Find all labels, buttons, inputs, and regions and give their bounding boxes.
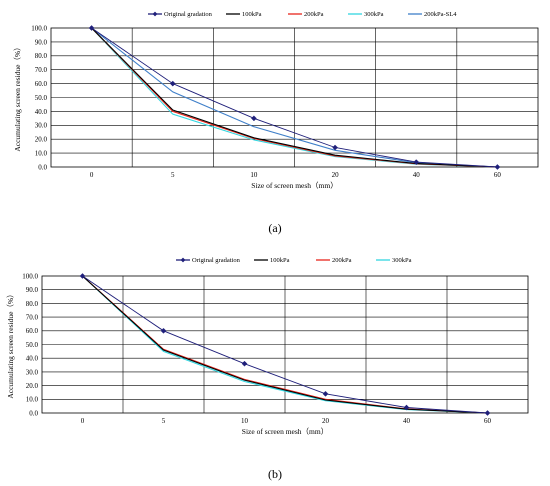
y-axis-label: Accumulating screen residue（%）: [6, 290, 15, 398]
y-tick-label: 60.0: [35, 80, 48, 88]
y-tick-label: 100.0: [22, 272, 38, 280]
data-point: [169, 80, 176, 87]
x-tick-label: 0: [90, 171, 94, 179]
series-line-1: [91, 27, 498, 168]
data-point: [484, 410, 491, 416]
x-tick-label: 60: [484, 417, 492, 425]
series-line-1: [82, 275, 488, 414]
data-point: [241, 360, 248, 367]
data-point: [79, 273, 86, 279]
panel-label: (b): [268, 467, 282, 481]
legend-entry-2: 200kPa: [288, 11, 324, 18]
x-axis-label: Size of screen mesh（mm）: [242, 427, 328, 436]
x-tick-label: 40: [403, 417, 411, 425]
series-line-4: [91, 27, 498, 168]
y-tick-label: 50.0: [35, 94, 48, 102]
y-tick-label: 30.0: [26, 368, 39, 376]
x-tick-label: 10: [250, 171, 258, 179]
series-line-0: [91, 27, 498, 168]
y-tick-label: 0.0: [38, 163, 47, 171]
data-point: [88, 25, 95, 31]
data-point: [160, 327, 167, 334]
y-tick-label: 10.0: [26, 396, 39, 404]
x-tick-label: 0: [81, 417, 85, 425]
y-tick-label: 20.0: [35, 136, 48, 144]
y-tick-label: 100.0: [31, 24, 47, 32]
series-line-0: [82, 275, 488, 414]
legend-label: 100kPa: [270, 257, 290, 264]
y-tick-label: 90.0: [26, 286, 39, 294]
data-point: [332, 144, 338, 151]
y-tick-label: 20.0: [26, 382, 39, 390]
y-tick-label: 10.0: [35, 150, 48, 158]
legend-label: Original gradation: [164, 11, 213, 18]
legend-entry-4: 200kPa-SL4: [408, 11, 457, 18]
y-tick-label: 40.0: [26, 355, 39, 363]
x-tick-label: 40: [413, 171, 421, 179]
y-tick-label: 70.0: [35, 66, 48, 74]
data-point: [494, 164, 501, 170]
legend-marker: [180, 257, 186, 263]
legend-label: Original gradation: [192, 257, 241, 264]
legend-label: 200kPa: [304, 11, 324, 18]
x-tick-label: 10: [241, 417, 249, 425]
y-tick-label: 50.0: [26, 341, 39, 349]
legend-entry-2: 200kPa: [316, 257, 352, 264]
data-point: [403, 404, 410, 411]
y-tick-label: 40.0: [35, 108, 48, 116]
y-tick-label: 0.0: [29, 409, 38, 417]
y-axis-label: Accumulating screen residue（%）: [13, 43, 22, 151]
x-axis-label: Size of screen mesh（mm）: [251, 181, 337, 190]
legend-marker: [152, 11, 158, 17]
legend-label: 300kPa: [392, 257, 412, 264]
panel-label: (a): [268, 221, 281, 235]
legend-label: 200kPa-SL4: [424, 11, 457, 18]
legend-entry-0: Original gradation: [176, 257, 241, 264]
legend-entry-0: Original gradation: [148, 11, 213, 18]
legend-label: 200kPa: [332, 257, 352, 264]
y-tick-label: 80.0: [26, 300, 39, 308]
x-tick-label: 20: [322, 417, 330, 425]
chart-panel-2: 0.0 10.0 20.0 30.0 40.0 50.0 60.0 70.0 80.0 90.0 1…: [6, 257, 529, 481]
legend-label: 300kPa: [364, 11, 384, 18]
legend-entry-1: 100kPa: [254, 257, 290, 264]
x-tick-label: 5: [171, 171, 175, 179]
x-tick-label: 20: [332, 171, 340, 179]
y-tick-label: 70.0: [26, 314, 39, 322]
chart-panel-1: 0.0 10.0 20.0 30.0 40.0 50.0 60.0 70.0 80.0 90.0 1…: [13, 11, 539, 235]
legend-entry-3: 300kPa: [348, 11, 384, 18]
data-point: [413, 159, 420, 166]
y-tick-label: 60.0: [26, 327, 39, 335]
y-tick-label: 80.0: [35, 52, 48, 60]
y-tick-label: 90.0: [35, 38, 48, 46]
y-tick-label: 30.0: [35, 122, 48, 130]
x-tick-label: 5: [162, 417, 166, 425]
x-tick-label: 60: [494, 171, 502, 179]
data-point: [322, 390, 329, 397]
data-point: [251, 115, 257, 122]
legend-entry-1: 100kPa: [226, 11, 262, 18]
legend-label: 100kPa: [242, 11, 262, 18]
legend-entry-3: 300kPa: [376, 257, 412, 264]
